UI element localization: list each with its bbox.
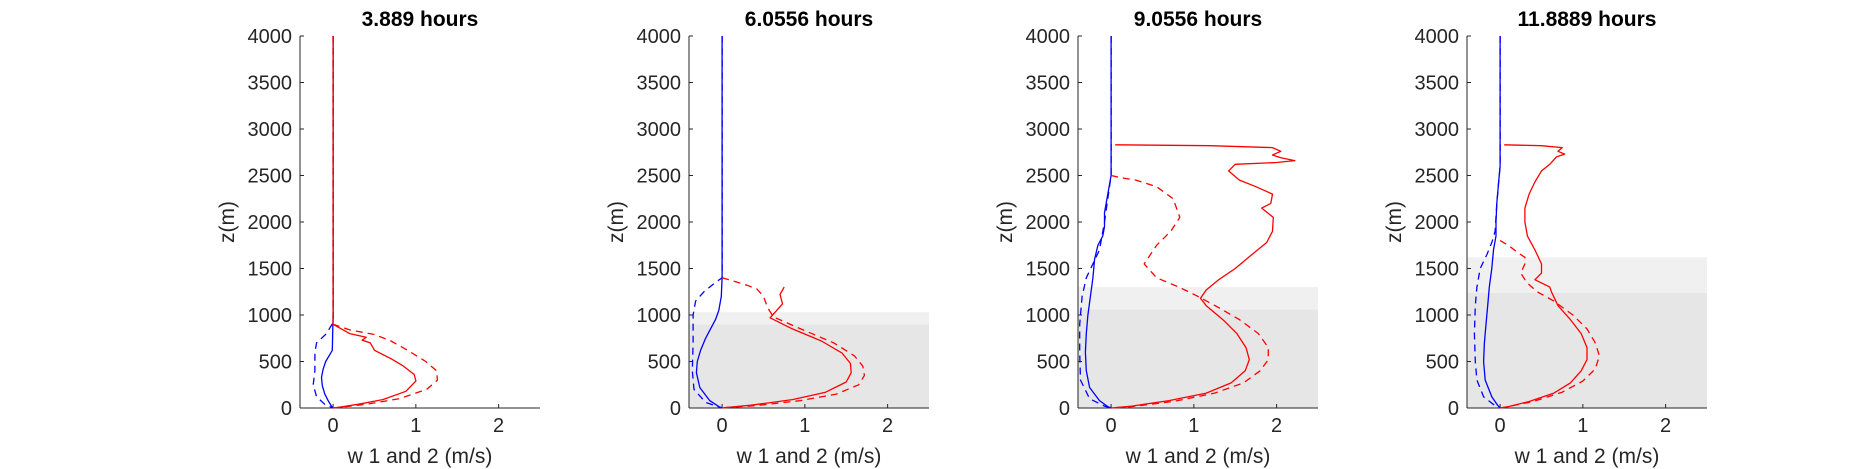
y-tick-label: 1500 bbox=[1026, 259, 1071, 281]
y-tick-label: 3500 bbox=[1415, 73, 1460, 95]
shaded-region-1 bbox=[1078, 309, 1318, 408]
x-tick-label: 2 bbox=[882, 415, 893, 437]
y-tick-label: 500 bbox=[259, 352, 292, 374]
series-line-blue-solid bbox=[1084, 36, 1112, 409]
panel-title: 6.0556 hours bbox=[745, 8, 873, 31]
series-line-blue-dashed bbox=[691, 36, 723, 409]
x-tick-label: 0 bbox=[717, 415, 728, 437]
series-line-red-solid bbox=[1111, 144, 1296, 409]
y-tick-label: 3500 bbox=[637, 73, 682, 95]
y-tick-label: 0 bbox=[1059, 398, 1070, 420]
y-axis-label: z(m) bbox=[216, 201, 239, 243]
y-tick-label: 4000 bbox=[1415, 26, 1460, 48]
y-tick-label: 2000 bbox=[637, 212, 682, 234]
x-tick-label: 2 bbox=[1660, 415, 1671, 437]
x-tick-label: 2 bbox=[1271, 415, 1282, 437]
y-tick-label: 4000 bbox=[1026, 26, 1071, 48]
series-line-red-dashed bbox=[332, 36, 439, 409]
chart-panel-2: 0 500 1000 1500 2000 2500 3000 3500 4000 0 1 2 6.055… bbox=[605, 8, 929, 468]
y-tick-label: 2000 bbox=[1415, 212, 1460, 234]
chart-panel-4: 0 500 1000 1500 2000 2500 3000 3500 4000 0 1 2 11.88… bbox=[1383, 8, 1707, 468]
y-tick-label: 1500 bbox=[248, 259, 293, 281]
y-tick-label: 2500 bbox=[1026, 166, 1071, 188]
y-tick-label: 1000 bbox=[1415, 305, 1460, 327]
x-tick-label: 1 bbox=[1577, 415, 1588, 437]
y-tick-label: 3000 bbox=[1415, 119, 1460, 141]
panel-title: 3.889 hours bbox=[362, 8, 479, 31]
chart-panel-1: 0 500 1000 1500 2000 2500 3000 3500 4000 0 1 2 3.889… bbox=[216, 8, 540, 468]
y-tick-label: 2500 bbox=[637, 166, 682, 188]
y-axis-label: z(m) bbox=[605, 201, 628, 243]
x-axis-label: w 1 and 2 (m/s) bbox=[347, 445, 493, 468]
y-tick-label: 500 bbox=[648, 352, 681, 374]
shaded-region-2 bbox=[689, 312, 929, 325]
series-line-red-dashed bbox=[721, 277, 866, 409]
y-tick-label: 0 bbox=[1448, 398, 1459, 420]
series-line-red-solid bbox=[332, 36, 417, 409]
x-tick-label: 0 bbox=[1495, 415, 1506, 437]
x-axis-label: w 1 and 2 (m/s) bbox=[1514, 445, 1660, 468]
y-axis-label: z(m) bbox=[1383, 201, 1406, 243]
shaded-region-1 bbox=[689, 324, 929, 408]
y-tick-label: 500 bbox=[1426, 352, 1459, 374]
series-line-blue-dashed bbox=[1079, 36, 1112, 409]
x-axis-label: w 1 and 2 (m/s) bbox=[1125, 445, 1271, 468]
panel-title: 11.8889 hours bbox=[1518, 8, 1657, 31]
panel-title: 9.0556 hours bbox=[1134, 8, 1262, 31]
x-tick-label: 2 bbox=[493, 415, 504, 437]
series-line-blue-solid bbox=[695, 36, 723, 409]
y-tick-label: 4000 bbox=[637, 26, 682, 48]
y-tick-label: 500 bbox=[1037, 352, 1070, 374]
x-tick-label: 1 bbox=[410, 415, 421, 437]
shaded-region-2 bbox=[1467, 257, 1707, 293]
x-tick-label: 1 bbox=[799, 415, 810, 437]
y-tick-label: 3000 bbox=[248, 119, 293, 141]
x-axis-label: w 1 and 2 (m/s) bbox=[736, 445, 882, 468]
y-tick-label: 3500 bbox=[248, 73, 293, 95]
y-axis-label: z(m) bbox=[994, 201, 1017, 243]
y-tick-label: 2500 bbox=[1415, 166, 1460, 188]
series-line-red-dashed bbox=[1499, 240, 1601, 409]
y-tick-label: 4000 bbox=[248, 26, 293, 48]
y-tick-label: 2500 bbox=[248, 166, 293, 188]
x-tick-label: 1 bbox=[1188, 415, 1199, 437]
y-tick-label: 3000 bbox=[637, 119, 682, 141]
series-line-blue-dashed bbox=[312, 36, 334, 409]
y-tick-label: 1500 bbox=[637, 259, 682, 281]
series-line-blue-dashed bbox=[1473, 36, 1501, 409]
y-tick-label: 3000 bbox=[1026, 119, 1071, 141]
y-tick-label: 1000 bbox=[637, 305, 682, 327]
y-tick-label: 1000 bbox=[248, 305, 293, 327]
x-tick-label: 0 bbox=[328, 415, 339, 437]
y-tick-label: 1000 bbox=[1026, 305, 1071, 327]
y-tick-label: 0 bbox=[670, 398, 681, 420]
y-tick-label: 2000 bbox=[248, 212, 293, 234]
x-tick-label: 0 bbox=[1106, 415, 1117, 437]
series-line-red-solid bbox=[1499, 144, 1588, 409]
chart-panel-3: 0 500 1000 1500 2000 2500 3000 3500 4000 0 1 2 9.055… bbox=[994, 8, 1318, 468]
shaded-region-2 bbox=[1078, 287, 1318, 310]
series-line-red-solid bbox=[722, 286, 852, 409]
y-tick-label: 0 bbox=[281, 398, 292, 420]
y-tick-label: 2000 bbox=[1026, 212, 1071, 234]
series-line-blue-solid bbox=[320, 36, 334, 409]
series-line-red-dashed bbox=[1110, 174, 1269, 409]
y-tick-label: 3500 bbox=[1026, 73, 1071, 95]
y-tick-label: 1500 bbox=[1415, 259, 1460, 281]
